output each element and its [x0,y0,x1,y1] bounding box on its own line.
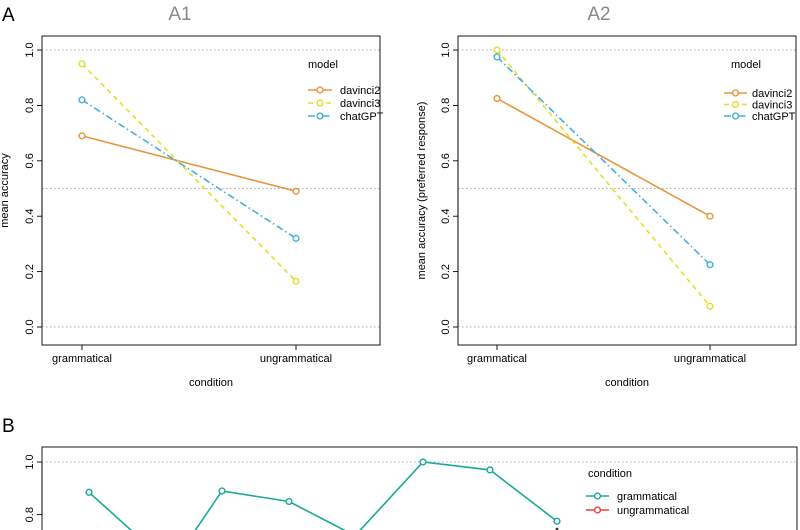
point-grammatical-8 [553,517,561,525]
legend-label-davinci2: davinci2 [752,88,792,100]
chart-a2: 0.0 0.2 0.4 0.6 0.8 1.0 grammatical ungrammatic… [416,4,797,389]
plot-frame [41,446,798,530]
plot-frame [41,35,381,346]
point-chatGPT-0 [78,96,86,104]
series-line-chatGPT [81,99,297,240]
point-grammatical-3 [218,487,226,495]
panel-b-letter: B [2,416,15,437]
x-axis-title: condition [189,377,233,389]
chart-a1: 0.0 0.2 0.4 0.6 0.8 1.0 grammatical ungrammatic… [0,4,384,389]
point-davinci2-0 [493,94,501,103]
x-tick-label-0: grammatical [52,353,112,365]
series-line-davinci2 [81,135,297,193]
point-davinci2-1 [292,187,300,195]
y-tick-label-4: 0.8 [440,98,452,113]
series-line-davinci2 [496,97,711,217]
legend-label-davinci3: davinci3 [340,98,380,110]
legend-label-ungrammatical: ungrammatical [617,505,689,517]
point-chatGPT-1 [706,261,714,269]
y-tick-label-4: 0.8 [24,98,36,113]
legend-label-davinci2: davinci2 [340,85,380,97]
legend-title: model [731,59,761,71]
point-davinci3-0 [493,46,501,54]
legend-title: model [308,59,338,71]
legend-marker-chatGPT [316,112,324,120]
panel-a-letter: A [2,5,15,26]
x-tick-label-0: grammatical [467,353,527,365]
legend-marker-chatGPT [731,112,740,120]
series-line-grammatical [88,461,558,530]
point-grammatical-0 [85,488,93,496]
y-tick-label-0: 0.8 [24,507,36,522]
legend-label-chatGPT: chatGPT [752,111,796,123]
y-tick-label-5: 1.0 [24,42,36,57]
legend-marker-davinci3 [316,99,324,107]
x-tick-label-1: ungrammatical [260,353,332,365]
series-line-davinci3 [496,49,711,307]
legend-label-grammatical: grammatical [617,491,677,503]
connector-dot [555,527,559,530]
legend-marker-davinci2 [316,86,324,94]
point-grammatical-7 [486,466,494,474]
legend-marker-davinci3 [731,100,740,109]
point-davinci2-1 [706,212,714,220]
y-axis-title: mean accuracy (preferred response) [416,102,428,280]
point-davinci3-1 [706,302,714,310]
y-tick-label-0: 0.0 [440,319,452,334]
plot-area [85,458,561,530]
x-axis-title: condition [605,377,649,389]
y-tick-label-1: 0.2 [440,264,452,279]
y-tick-label-5: 1.0 [440,42,452,57]
y-tick-label-3: 0.6 [24,153,36,168]
series-line-davinci3 [81,63,297,282]
point-davinci3-0 [78,60,86,68]
legend-title: condition [588,468,632,480]
legend-marker-ungrammatical [593,506,602,514]
y-axis-title: mean accuracy [0,153,11,228]
point-davinci2-0 [78,132,86,140]
legend-label-chatGPT: chatGPT [340,111,384,123]
point-davinci3-1 [292,277,300,285]
y-tick-label-0: 0.0 [24,319,36,334]
legend-label-davinci3: davinci3 [752,100,792,112]
point-grammatical-6 [419,458,427,466]
point-chatGPT-0 [493,53,501,61]
y-tick-label-2: 0.4 [440,209,452,224]
point-chatGPT-1 [292,234,300,242]
y-tick-label-1: 0.2 [24,264,36,279]
chart-title: A1 [168,4,191,25]
y-tick-label-2: 0.4 [24,209,36,224]
x-tick-label-1: ungrammatical [674,353,746,365]
point-grammatical-4 [285,497,293,506]
y-tick-label-3: 0.6 [440,153,452,168]
series-line-chatGPT [496,56,711,266]
chart-title: A2 [587,4,610,25]
y-tick-label-1: 1.0 [24,454,36,469]
legend-marker-grammatical [593,492,602,500]
legend-marker-davinci2 [731,89,740,97]
plot-frame [457,35,797,346]
chart-b: 0.8 1.0 condition grammatical ungrammatical [24,446,798,530]
